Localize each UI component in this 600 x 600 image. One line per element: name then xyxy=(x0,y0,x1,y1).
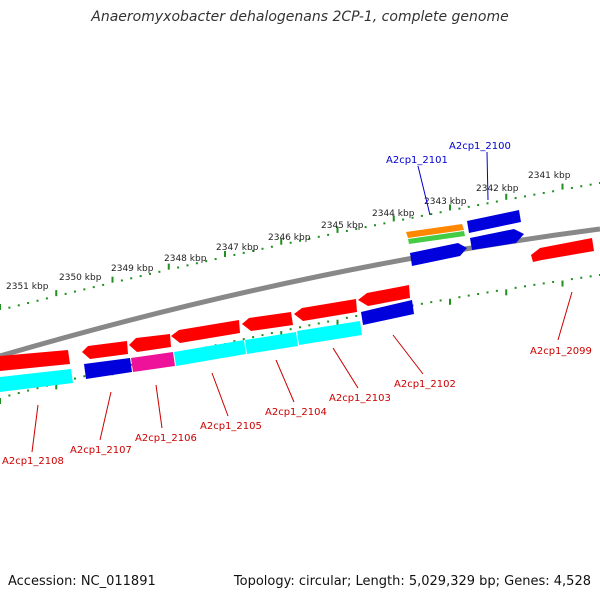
kbp-label-2350: 2350 kbp xyxy=(59,273,102,283)
kbp-label-2343: 2343 kbp xyxy=(424,197,467,207)
line-a2cp1-2099 xyxy=(557,291,573,341)
kbp-label-2341: 2341 kbp xyxy=(528,171,571,181)
line-a2cp1-2107 xyxy=(99,391,112,441)
accession-text: Accession: NC_011891 xyxy=(8,574,156,589)
label-a2cp1-2099: A2cp1_2099 xyxy=(530,346,592,357)
gene-red-2[interactable] xyxy=(82,341,128,359)
gene-a2cp1-2104[interactable] xyxy=(245,332,298,354)
gene-a2cp1-2107[interactable] xyxy=(84,358,132,379)
kbp-label-2344: 2344 kbp xyxy=(372,209,415,219)
gene-a2cp1-2101[interactable] xyxy=(410,243,467,266)
line-a2cp1-2106 xyxy=(155,384,163,429)
gene-a2cp1-2108[interactable] xyxy=(0,369,73,392)
gene-a2cp1-2105[interactable] xyxy=(174,340,246,366)
gene-green-feature[interactable] xyxy=(408,231,465,244)
gene-a2cp1-2106[interactable] xyxy=(131,352,175,372)
gene-red-7[interactable] xyxy=(358,285,410,306)
line-a2cp1-2103 xyxy=(332,347,359,389)
kbp-label-2342: 2342 kbp xyxy=(476,184,519,194)
kbp-label-2345: 2345 kbp xyxy=(321,221,364,231)
gene-red-1[interactable] xyxy=(0,350,70,371)
upper-tick-ring xyxy=(0,182,600,310)
label-a2cp1-2108: A2cp1_2108 xyxy=(2,456,64,467)
line-a2cp1-2105 xyxy=(211,372,229,417)
label-lines-blue xyxy=(417,151,489,216)
line-a2cp1-2102 xyxy=(392,334,424,375)
line-a2cp1-2108 xyxy=(31,404,39,453)
label-a2cp1-2100: A2cp1_2100 xyxy=(449,141,511,152)
gene-red-5[interactable] xyxy=(242,312,293,331)
line-a2cp1-2104 xyxy=(275,359,295,403)
label-a2cp1-2101: A2cp1_2101 xyxy=(386,155,448,166)
gene-red-3[interactable] xyxy=(129,334,171,352)
genome-summary-text: Topology: circular; Length: 5,029,329 bp… xyxy=(233,574,591,589)
gene-a2cp1-2102[interactable] xyxy=(361,300,414,325)
gene-orange-feature[interactable] xyxy=(406,224,464,238)
gene-a2cp1-2103[interactable] xyxy=(297,321,362,345)
page-title: Anaeromyxobacter dehalogenans 2CP-1, com… xyxy=(91,9,509,25)
kbp-label-2347: 2347 kbp xyxy=(216,243,259,253)
label-a2cp1-2106: A2cp1_2106 xyxy=(135,433,197,444)
line-a2cp1-2101 xyxy=(417,165,431,216)
kbp-label-2351: 2351 kbp xyxy=(6,282,49,292)
label-a2cp1-2102: A2cp1_2102 xyxy=(394,379,456,390)
gene-red-4[interactable] xyxy=(171,320,240,343)
label-a2cp1-2104: A2cp1_2104 xyxy=(265,407,327,418)
line-a2cp1-2100 xyxy=(486,151,489,201)
gene-a2cp1-2100[interactable] xyxy=(467,210,521,233)
label-a2cp1-2105: A2cp1_2105 xyxy=(200,421,262,432)
gene-blue-upper-2[interactable] xyxy=(470,229,524,250)
label-a2cp1-2103: A2cp1_2103 xyxy=(329,393,391,404)
gene-a2cp1-2099[interactable] xyxy=(531,238,594,262)
label-lines-red xyxy=(31,291,573,453)
label-a2cp1-2107: A2cp1_2107 xyxy=(70,445,132,456)
kbp-label-2349: 2349 kbp xyxy=(111,264,154,274)
gene-red-6[interactable] xyxy=(294,299,357,321)
kbp-label-2348: 2348 kbp xyxy=(164,254,207,264)
kbp-label-2346: 2346 kbp xyxy=(268,233,311,243)
